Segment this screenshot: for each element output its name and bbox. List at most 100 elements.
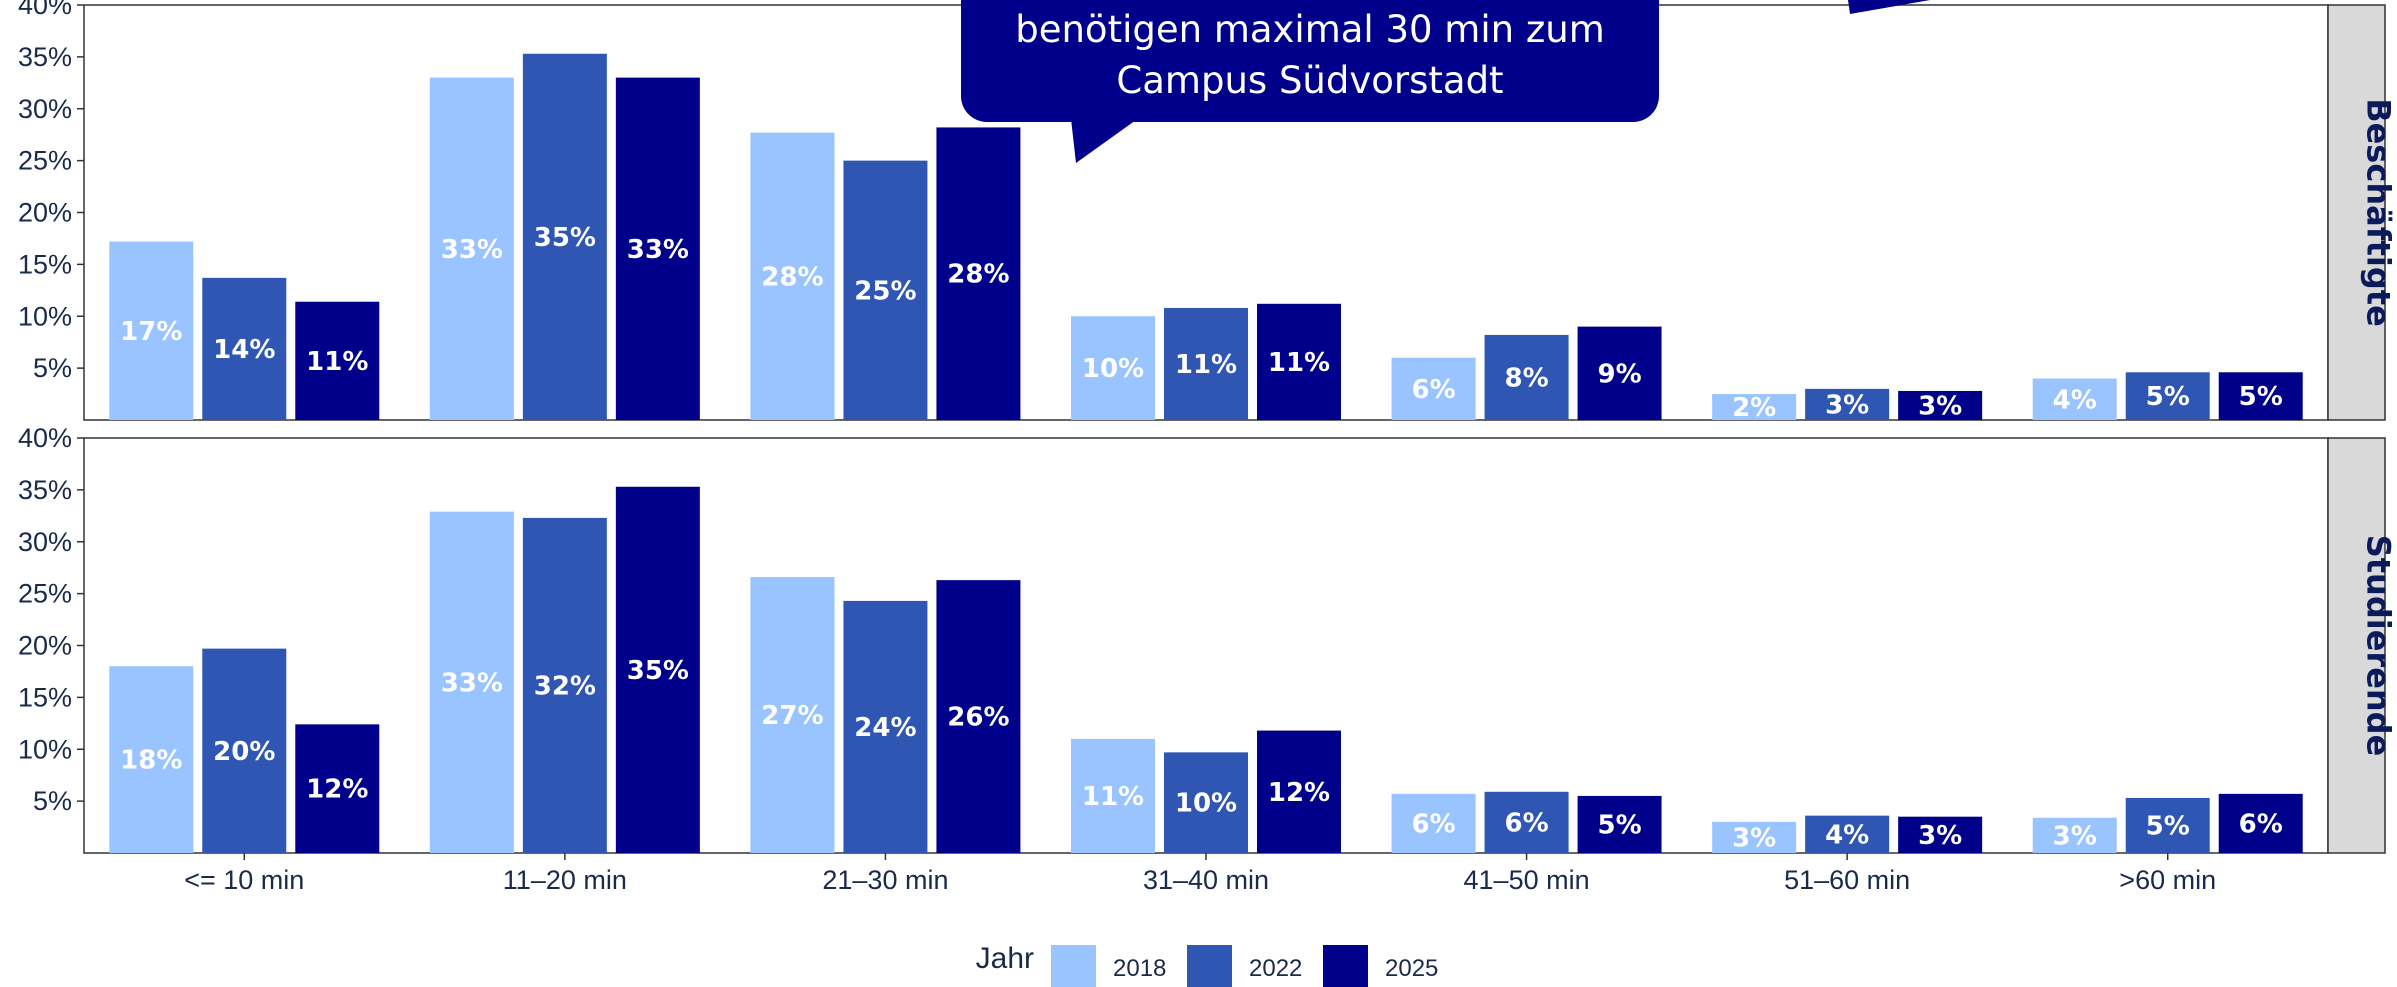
legend-title: Jahr bbox=[976, 942, 1034, 975]
bar-2018 bbox=[1071, 738, 1155, 853]
bar-label: 8% bbox=[1504, 363, 1548, 393]
bar-label: 35% bbox=[627, 656, 689, 686]
y-tick-label: 25% bbox=[18, 579, 72, 609]
bar-2018 bbox=[1071, 316, 1155, 420]
bar-label: 33% bbox=[441, 668, 503, 698]
panel-strip-label: Beschäftigte bbox=[2360, 98, 2397, 327]
bar-2018 bbox=[1391, 357, 1476, 420]
bar-label: 35% bbox=[534, 223, 596, 253]
callout-arrow-fragment bbox=[1848, 0, 1930, 14]
bar-label: 11% bbox=[1082, 782, 1144, 812]
bar-label: 5% bbox=[2146, 812, 2190, 842]
bar-label: 5% bbox=[2239, 382, 2283, 412]
bar-2022 bbox=[522, 53, 607, 420]
bar-label: 3% bbox=[1918, 821, 1962, 851]
x-tick-label: 11–20 min bbox=[503, 865, 627, 895]
bar-label: 6% bbox=[2239, 809, 2283, 839]
bar-label: 32% bbox=[534, 671, 596, 701]
bar-2022 bbox=[1805, 388, 1890, 420]
y-tick-label: 30% bbox=[18, 94, 72, 124]
bar-label: 17% bbox=[120, 317, 182, 347]
bar-2025 bbox=[615, 77, 700, 420]
bar-label: 5% bbox=[2146, 382, 2190, 412]
bar-2025 bbox=[1577, 326, 1662, 420]
bar-label: 3% bbox=[1918, 391, 1962, 421]
bar-label: 20% bbox=[213, 737, 275, 767]
x-tick-label: 51–60 min bbox=[1784, 865, 1910, 895]
bar-2018 bbox=[750, 577, 835, 853]
bar-2022 bbox=[1805, 815, 1890, 853]
y-tick-label: 20% bbox=[18, 198, 72, 228]
bar-label: 3% bbox=[2053, 821, 2097, 851]
x-tick-label: 21–30 min bbox=[822, 865, 948, 895]
bar-label: 28% bbox=[947, 260, 1009, 290]
y-tick-label: 10% bbox=[18, 301, 72, 331]
legend-swatch-2018 bbox=[1051, 945, 1096, 987]
bar-2018 bbox=[109, 241, 194, 420]
bar-label: 11% bbox=[1175, 350, 1237, 380]
x-tick-label: 41–50 min bbox=[1464, 865, 1590, 895]
bar-label: 6% bbox=[1504, 808, 1548, 838]
bar-2022 bbox=[843, 160, 928, 420]
bar-label: 6% bbox=[1411, 375, 1455, 405]
y-tick-label: 5% bbox=[33, 786, 72, 816]
bar-label: 24% bbox=[854, 713, 916, 743]
bar-2025 bbox=[295, 724, 380, 853]
legend-swatch-2025 bbox=[1323, 945, 1368, 987]
bar-2018 bbox=[2032, 817, 2117, 853]
bar-2025 bbox=[2218, 793, 2303, 853]
bar-label: 9% bbox=[1597, 359, 1641, 389]
bar-2025 bbox=[1898, 816, 1983, 853]
legend-swatch-2022 bbox=[1187, 945, 1232, 987]
y-tick-label: 15% bbox=[18, 682, 72, 712]
callout-line-1: benötigen maximal 30 min zum bbox=[1015, 8, 1605, 51]
x-tick-label: 31–40 min bbox=[1143, 865, 1269, 895]
bar-2018 bbox=[1391, 793, 1476, 853]
bar-2025 bbox=[1257, 303, 1341, 420]
panel-strip-1 bbox=[2327, 4, 2386, 421]
bar-2025 bbox=[1577, 795, 1662, 853]
bar-2022 bbox=[1484, 334, 1569, 420]
bar-2025 bbox=[615, 486, 700, 853]
bar-label: 4% bbox=[2053, 385, 2097, 415]
callout-bubble bbox=[961, 0, 1659, 122]
bar-2025 bbox=[936, 580, 1021, 853]
y-tick-label: 5% bbox=[33, 353, 72, 383]
bar-label: 12% bbox=[1268, 778, 1330, 808]
bar-label: 28% bbox=[761, 262, 823, 292]
bar-label: 12% bbox=[306, 775, 368, 805]
bar-label: 25% bbox=[854, 276, 916, 306]
y-tick-label: 25% bbox=[18, 146, 72, 176]
bar-label: 33% bbox=[627, 235, 689, 265]
bar-2022 bbox=[202, 648, 287, 853]
panel-strip-label: Studierende bbox=[2360, 535, 2397, 757]
bar-2022 bbox=[1164, 752, 1248, 853]
bar-2025 bbox=[1898, 390, 1983, 420]
bar-2022 bbox=[2125, 372, 2210, 420]
bar-2018 bbox=[1712, 821, 1797, 853]
bar-2025 bbox=[1257, 730, 1341, 853]
bar-2022 bbox=[1164, 307, 1248, 420]
bar-2022 bbox=[843, 600, 928, 853]
bar-label: 26% bbox=[947, 703, 1009, 733]
y-tick-label: 15% bbox=[18, 249, 72, 279]
callout-line-2: Campus Südvorstadt bbox=[1116, 59, 1503, 102]
bar-2018 bbox=[750, 132, 835, 421]
bar-label: 2% bbox=[1732, 393, 1776, 423]
y-tick-label: 10% bbox=[18, 734, 72, 764]
bar-label: 4% bbox=[1825, 820, 1869, 850]
bar-label: 10% bbox=[1175, 789, 1237, 819]
y-tick-label: 35% bbox=[18, 42, 72, 72]
bar-2022 bbox=[202, 277, 287, 420]
bar-2022 bbox=[522, 517, 607, 853]
legend-label: 2022 bbox=[1249, 955, 1302, 982]
bar-2018 bbox=[429, 511, 514, 853]
bar-label: 18% bbox=[120, 746, 182, 776]
bar-label: 11% bbox=[1268, 348, 1330, 378]
y-tick-label: 30% bbox=[18, 527, 72, 557]
bar-2018 bbox=[429, 77, 514, 420]
y-tick-label: 40% bbox=[18, 0, 72, 20]
bar-label: 33% bbox=[441, 235, 503, 265]
bar-label: 6% bbox=[1411, 809, 1455, 839]
